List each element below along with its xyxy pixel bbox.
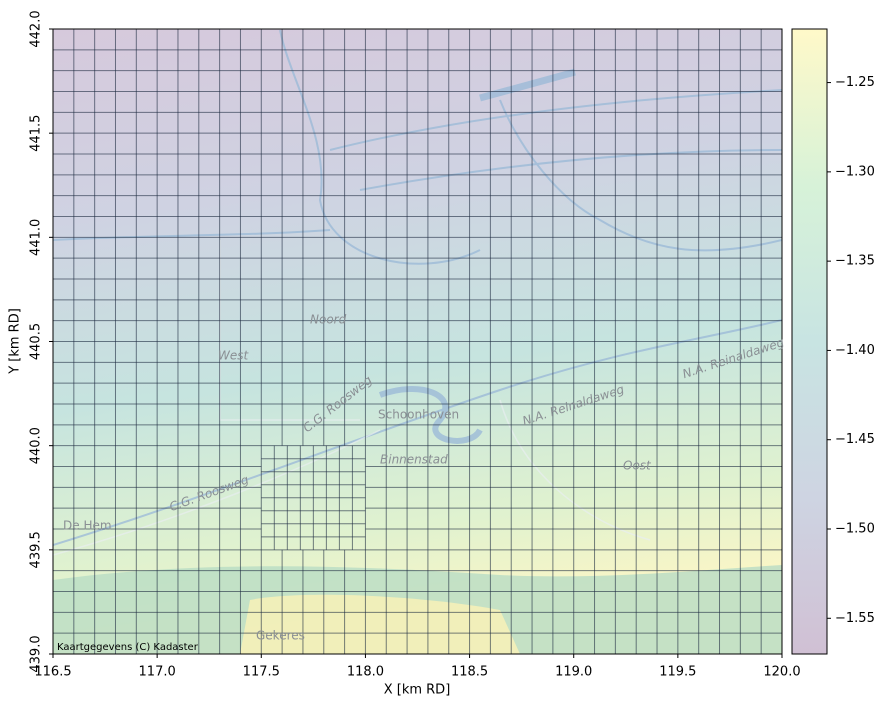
- y-tick-label: 440.5: [29, 323, 44, 360]
- map-label: Oost: [623, 459, 652, 473]
- colorbar-tick-label: −1.30: [835, 164, 875, 179]
- colorbar: [791, 28, 828, 655]
- y-tick-label: 439.5: [29, 531, 44, 568]
- x-tick-label: 120.0: [763, 665, 800, 680]
- map-label: De Hem: [63, 519, 112, 533]
- x-axis-label: X [km RD]: [384, 683, 451, 698]
- map-label: Schoonhoven: [378, 408, 459, 422]
- map-label: Binnenstad: [380, 453, 448, 467]
- y-tick-label: 441.0: [29, 219, 44, 256]
- mesh: [53, 29, 782, 654]
- map-label: Gekeres: [256, 629, 305, 643]
- x-tick-label: 116.5: [34, 665, 71, 680]
- y-tick-label: 440.0: [29, 427, 44, 464]
- x-tick-label: 119.0: [555, 665, 592, 680]
- y-tick-label: 439.0: [29, 635, 44, 672]
- attribution: Kaartgegevens (C) Kadaster: [57, 642, 199, 653]
- y-tick-label: 441.5: [29, 115, 44, 152]
- x-tick-label: 119.5: [659, 665, 696, 680]
- map-label: Noord: [310, 313, 347, 327]
- x-tick-label: 117.0: [139, 665, 176, 680]
- map-label: West: [218, 349, 250, 363]
- colorbar-tick-label: −1.25: [835, 75, 875, 90]
- y-tick-label: 442.0: [29, 10, 44, 47]
- y-axis-label: Y [km RD]: [8, 308, 23, 375]
- colorbar-tick-label: −1.50: [835, 522, 875, 537]
- colorbar-tick-label: −1.40: [835, 343, 875, 358]
- colorbar-tick-label: −1.55: [835, 611, 875, 626]
- floodplain: [240, 594, 520, 654]
- colorbar-tick-label: −1.35: [835, 254, 875, 269]
- x-tick-label: 118.5: [451, 665, 488, 680]
- colorbar-tick-label: −1.45: [835, 432, 875, 447]
- x-tick-label: 117.5: [243, 665, 280, 680]
- x-tick-label: 118.0: [347, 665, 384, 680]
